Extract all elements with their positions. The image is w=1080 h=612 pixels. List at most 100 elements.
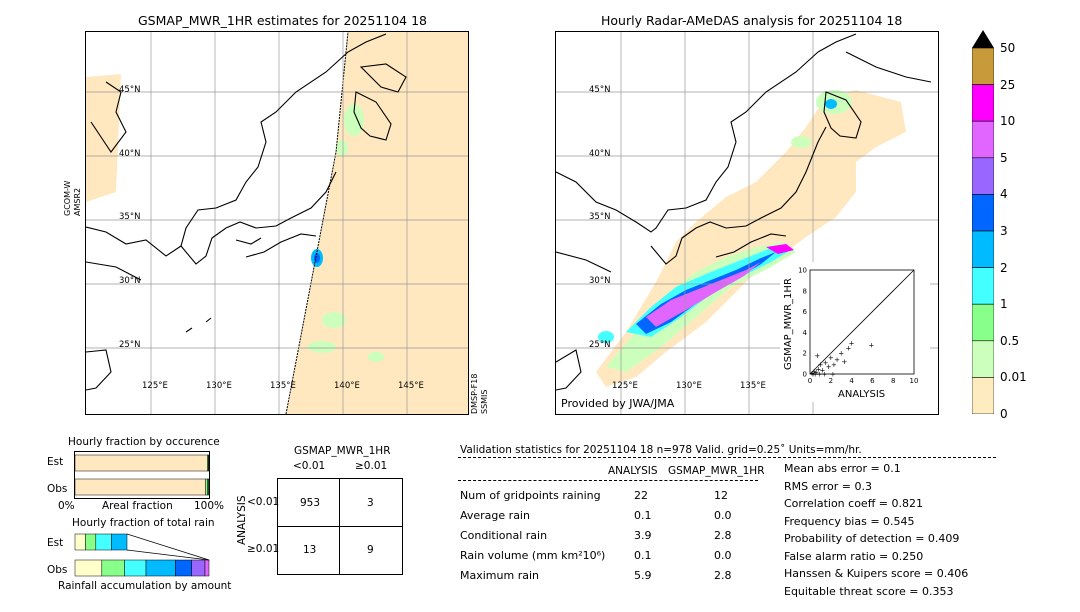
total-rain-bar-segment (74, 559, 103, 577)
scatter-point: + (834, 356, 840, 364)
left-gridlines (86, 32, 468, 414)
contingency-col-1: <0.01 (293, 460, 326, 472)
scatter-point: + (810, 371, 816, 379)
colorbar-tick-label: 2 (1000, 260, 1008, 275)
colorbar-tick-label: 0.01 (1000, 370, 1027, 385)
occurrence-canvas (74, 451, 210, 499)
scatter-point: + (813, 368, 819, 376)
validation-score: Frequency bias = 0.545 (784, 514, 915, 528)
scatter-point: + (809, 369, 815, 377)
left-lat-label-40: 40°N (119, 149, 141, 159)
right-lat-label-35: 35°N (589, 212, 611, 222)
colorbar-swatch (971, 120, 995, 159)
scatter-point: + (823, 359, 829, 367)
colorbar (971, 30, 995, 415)
contingency-row-axis: ANALYSIS (236, 495, 248, 545)
right-gridlines (556, 32, 938, 414)
total-rain-bar-segment (74, 533, 86, 551)
validation-col-rule (458, 480, 758, 481)
validation-col-gsmap: GSMAP_MWR_1HR (668, 465, 765, 477)
total-rain-bar-segment (111, 533, 128, 551)
total-est-label: Est (47, 537, 64, 549)
scatter-point: + (849, 339, 855, 347)
scatter-y-tick: 2 (803, 350, 807, 358)
scatter-point: + (820, 366, 826, 374)
rain-patch (344, 104, 364, 136)
total-rain-bar-segment (95, 533, 112, 551)
left-lat-label-45: 45°N (119, 85, 141, 95)
validation-score: RMS error = 0.3 (784, 479, 872, 493)
right-lon-label-135: 135°E (740, 381, 766, 391)
occurrence-bar-segment (205, 478, 208, 496)
validation-score: Equitable threat score = 0.353 (784, 584, 954, 598)
occurrence-bar-segment (207, 478, 210, 496)
scatter-ylabel: GSMAP_MWR_1HR (783, 278, 794, 370)
validation-score: Correlation coeff = 0.821 (784, 497, 923, 510)
scatter-point: + (815, 365, 821, 373)
right-lon-label-125: 125°E (612, 381, 638, 391)
left-lat-label-30: 30°N (119, 276, 141, 286)
rain-intense (766, 244, 794, 254)
contingency-row-1: <0.01 (247, 496, 280, 508)
contingency-row-2: ≥0.01 (247, 543, 280, 555)
occurrence-bar-segment (208, 454, 210, 472)
scatter-point: + (828, 354, 834, 362)
colorbar-tick-label: 5 (1000, 150, 1008, 165)
contingency-hline (278, 526, 402, 527)
scatter-point: + (846, 345, 852, 353)
validation-col-analysis: ANALYSIS (608, 465, 658, 477)
scatter-xlabel: ANALYSIS (838, 389, 886, 400)
rain-patch (336, 140, 348, 156)
validation-header: Validation statistics for 20251104 18 n=… (460, 444, 862, 456)
total-rain-connector (126, 549, 210, 561)
scatter-point: + (814, 352, 820, 360)
scatter-point: + (841, 358, 847, 366)
scatter-y-tick: 10 (798, 267, 807, 275)
rain-moderate (598, 331, 614, 343)
occurrence-axis-right: 100% (194, 500, 225, 512)
validation-score: Mean abs error = 0.1 (784, 462, 901, 475)
left-lon-label-135: 135°E (270, 381, 296, 391)
total-rain-bar-segment (124, 559, 147, 577)
scatter-y-tick: 4 (803, 329, 808, 337)
colorbar-swatch (971, 84, 995, 122)
rain-patch (322, 312, 346, 328)
total-rain-chart (74, 532, 210, 580)
validation-row-analysis: 0.1 (634, 549, 652, 562)
scatter-x-tick: 2 (829, 377, 833, 385)
scatter-point: + (830, 371, 836, 379)
validation-row-analysis: 22 (634, 489, 648, 502)
scatter-x-tick: 10 (910, 377, 919, 385)
validation-row-label: Rain volume (mm km²10⁶) (460, 549, 606, 562)
left-sensor-label-top: GCOM-W (63, 180, 72, 216)
contingency-table: 953 3 13 9 (277, 478, 403, 575)
scatter-point: + (822, 371, 828, 379)
total-rain-bar-segment (204, 559, 210, 577)
validation-score: Probability of detection = 0.409 (784, 532, 960, 545)
colorbar-tick-label: 10 (1000, 114, 1016, 129)
occurrence-est-label: Est (47, 456, 64, 468)
occurrence-bar-segment (74, 454, 208, 472)
left-lat-label-35: 35°N (119, 212, 141, 222)
validation-row-gsmap: 12 (714, 489, 728, 502)
contingency-title: GSMAP_MWR_1HR (294, 445, 391, 457)
left-lon-label-125: 125°E (142, 381, 168, 391)
scatter-point: + (816, 371, 822, 379)
total-rain-bar-segment (85, 533, 97, 551)
colorbar-tick-label: 50 (1000, 41, 1016, 55)
left-lon-label-140: 140°E (334, 381, 360, 391)
right-lat-label-45: 45°N (589, 85, 611, 95)
cell-hits-none: 953 (300, 497, 321, 509)
right-coastlines (556, 33, 932, 391)
validation-row-gsmap: 2.8 (714, 569, 732, 582)
validation-row-analysis: 5.9 (634, 569, 652, 582)
left-lat-label-25: 25°N (119, 340, 141, 350)
colorbar-swatch (971, 267, 995, 305)
colorbar-swatch (971, 303, 995, 342)
cell-miss: 13 (303, 544, 317, 556)
total-rain-connector (126, 533, 210, 561)
scatter-y-tick: 6 (803, 308, 808, 316)
colorbar-tick-label: 1 (1000, 297, 1008, 312)
occurrence-axis-left: 0% (58, 500, 75, 512)
rain-intense (646, 262, 761, 327)
